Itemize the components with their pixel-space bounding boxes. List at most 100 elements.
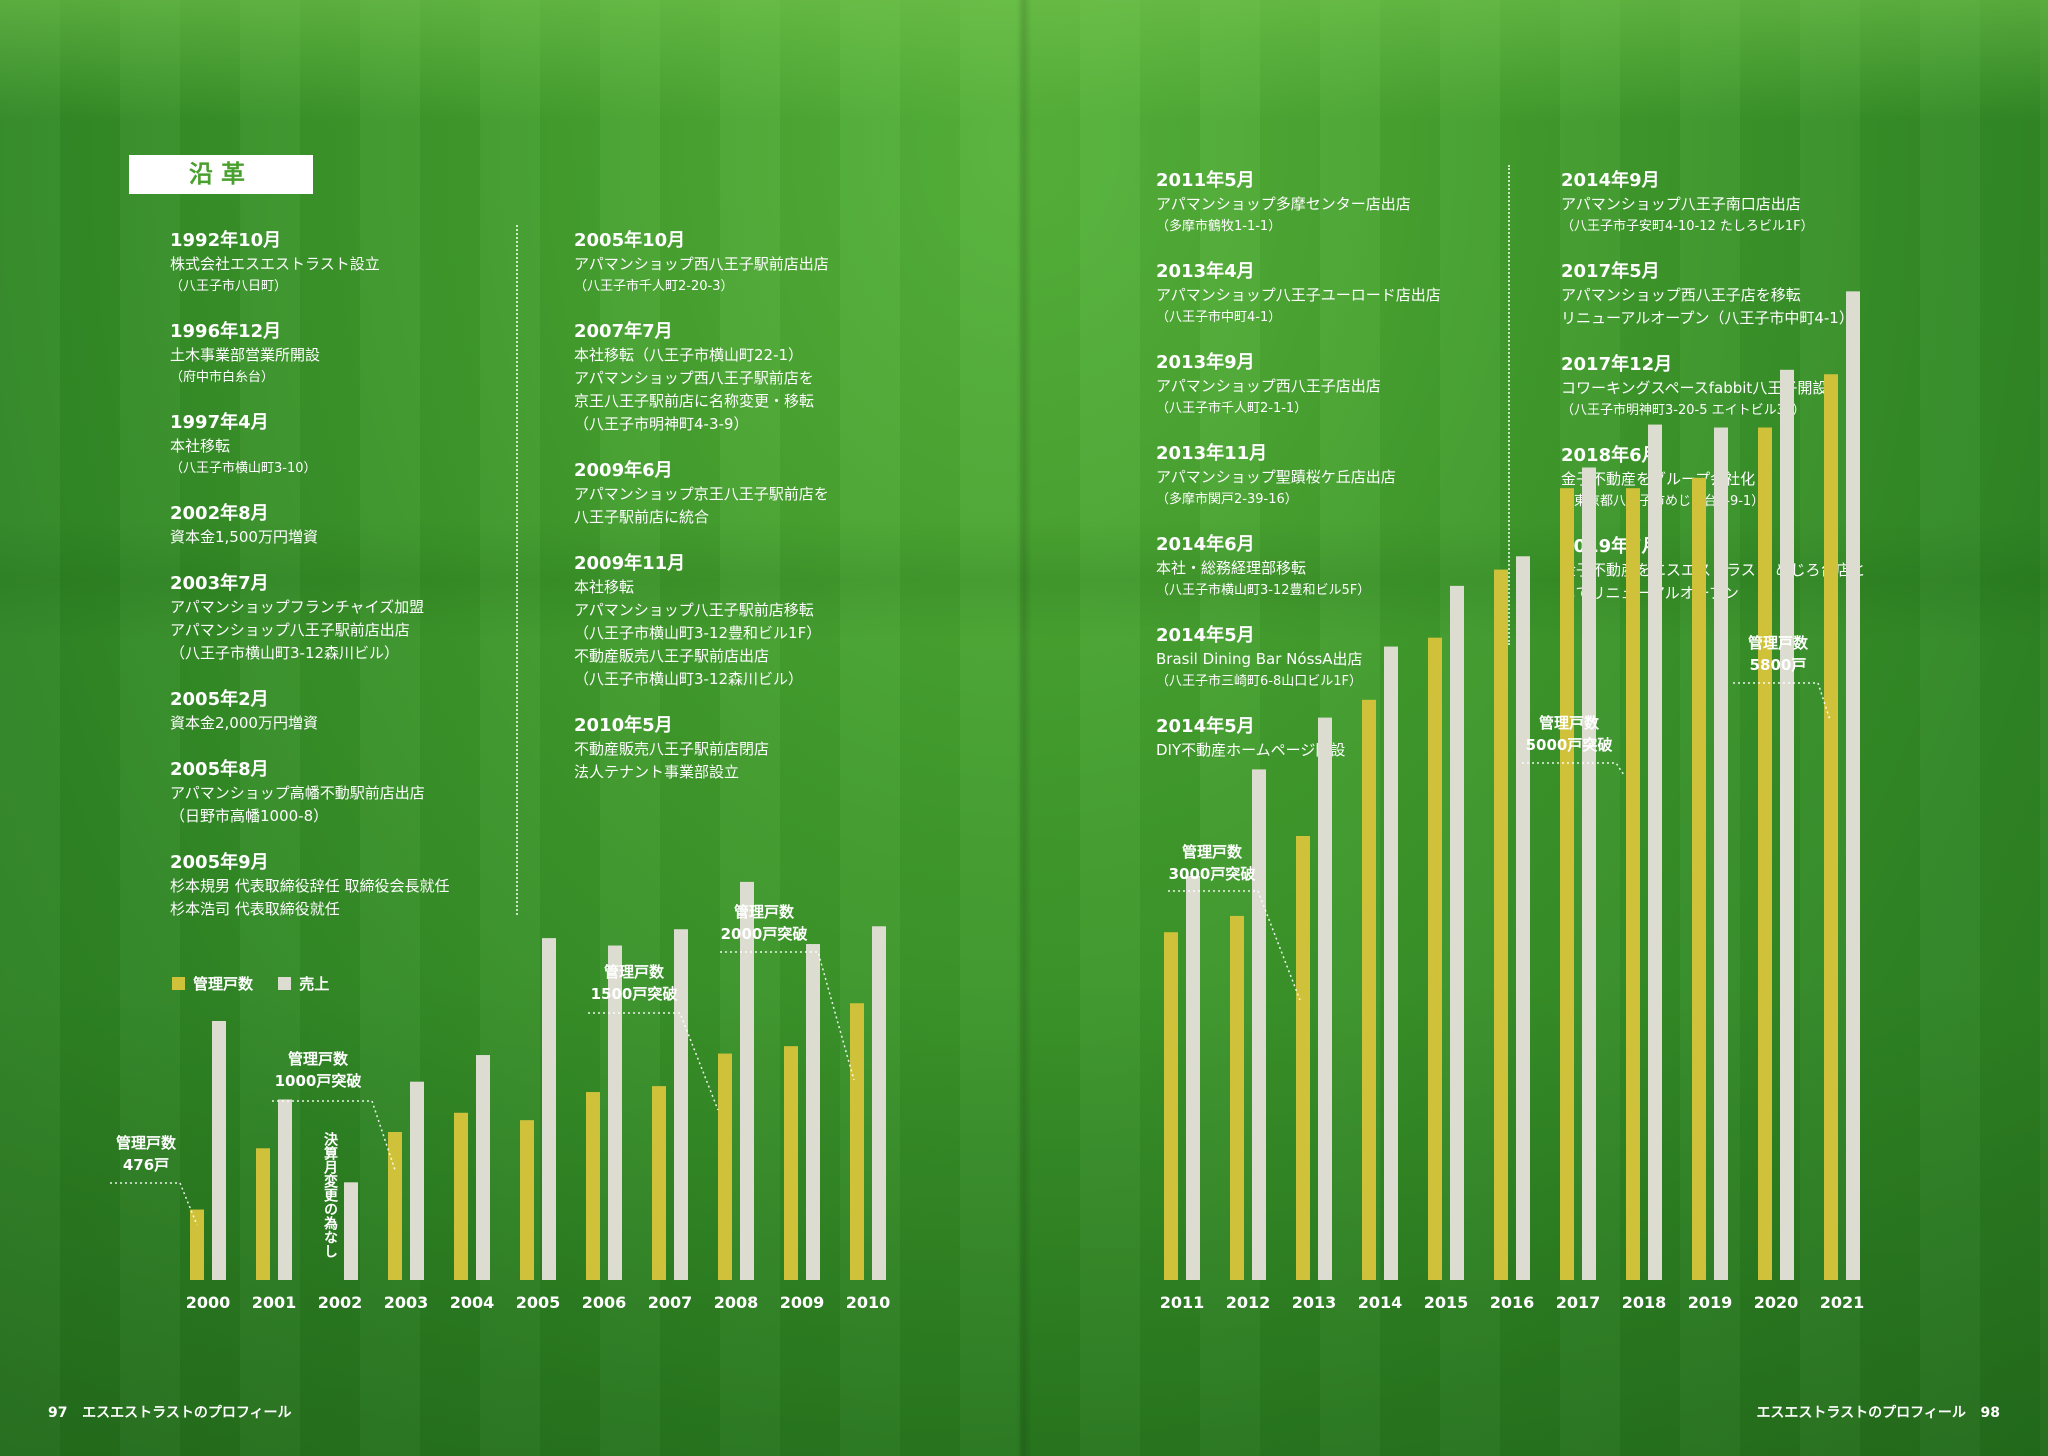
- history-address: （八王子市千人町2-1-1）: [1156, 401, 1308, 416]
- history-entry: 2003年7月 アパマンショップフランチャイズ加盟 アパマンショップ八王子駅前店出店…: [170, 571, 450, 665]
- history-date: 2003年7月: [170, 573, 269, 594]
- history-text: アパマンショップ八王子駅前店移転: [574, 601, 814, 619]
- year-label-2004: 2004: [450, 1293, 495, 1312]
- history-entry: 1997年4月 本社移転 （八王子市横山町3-10）: [170, 410, 450, 479]
- history-date: 1997年4月: [170, 412, 269, 433]
- bar-units-2007: [652, 1086, 666, 1280]
- year-label-2000: 2000: [186, 1293, 231, 1312]
- history-date: 2007年7月: [574, 321, 673, 342]
- annotation-text: 1500戸突破: [591, 985, 678, 1003]
- history-entry: 2013年4月 アパマンショップ八王子ユーロード店出店 （八王子市中町4-1）: [1156, 259, 1441, 328]
- history-date: 2014年9月: [1561, 170, 1660, 191]
- history-entry: 2014年9月 アパマンショップ八王子南口店出店 （八王子市子安町4-10-12 た…: [1561, 168, 1865, 237]
- history-address: （八王子市横山町3-10）: [170, 461, 317, 476]
- annotation-text: 1000戸突破: [275, 1072, 362, 1090]
- history-entry: 1996年12月 土木事業部営業所開設 （府中市白糸台）: [170, 319, 450, 388]
- history-text: 不動産販売八王子駅前店閉店: [574, 740, 770, 758]
- history-text: アパマンショップ高幡不動駅前店出店: [170, 784, 425, 802]
- year-label-2009: 2009: [780, 1293, 825, 1312]
- legend-swatch-sales: [278, 977, 292, 990]
- year-label-2021: 2021: [1820, 1293, 1865, 1312]
- bar-units-2004: [454, 1112, 468, 1280]
- bar-sales-2001: [278, 1099, 292, 1280]
- history-text: 本社・総務経理部移転: [1156, 559, 1307, 577]
- history-text: リニューアルオープン（八王子市中町4-1）: [1561, 309, 1854, 327]
- bar-sales-2013: [1318, 717, 1332, 1280]
- history-text: 本社移転: [574, 578, 635, 596]
- history-text: アパマンショップ聖蹟桜ケ丘店出店: [1156, 468, 1396, 486]
- annotation-text: 476戸: [123, 1156, 169, 1174]
- history-date: 2013年9月: [1156, 352, 1255, 373]
- year-label-2007: 2007: [648, 1293, 693, 1312]
- history-address: （八王子市三崎町6-8山口ビル1F）: [1156, 674, 1362, 689]
- history-date: 2014年5月: [1156, 625, 1255, 646]
- grass-mid-band: [0, 520, 2048, 640]
- history-column-2: 2005年10月 アパマンショップ西八王子駅前店出店 （八王子市千人町2-20-3）…: [574, 228, 829, 806]
- history-date: 2013年4月: [1156, 261, 1255, 282]
- bar-units-2005: [520, 1120, 534, 1280]
- history-entry: 2005年8月 アパマンショップ高幡不動駅前店出店 （日野市高幡1000-8）: [170, 757, 450, 828]
- year-label-2020: 2020: [1754, 1293, 1799, 1312]
- history-address: （多摩市鶴牧1-1-1）: [1156, 219, 1282, 234]
- bar-sales-2008: [740, 881, 754, 1280]
- history-text: 京王八王子駅前店に名称変更・移転: [574, 392, 815, 410]
- bar-units-2001: [256, 1148, 270, 1280]
- history-date: 2005年10月: [574, 230, 686, 251]
- annotation-text: 管理戸数: [1182, 843, 1243, 861]
- bar-sales-2019: [1714, 427, 1728, 1280]
- footer-left: 97 エスエストラストのプロフィール: [48, 1402, 292, 1422]
- annotation-leader: [110, 1182, 198, 1226]
- bar-sales-2009: [806, 944, 820, 1280]
- legend-label-units: 管理戸数: [193, 975, 254, 993]
- history-column-3: 2011年5月 アパマンショップ多摩センター店出店 （多摩市鶴牧1-1-1） 2013…: [1156, 168, 1441, 784]
- history-text: 資本金1,500万円増資: [170, 528, 318, 546]
- history-entry: 2009年11月 本社移転 アパマンショップ八王子駅前店移転 （八王子市横山町3-12…: [574, 551, 829, 691]
- history-text: アパマンショップ八王子ユーロード店出店: [1156, 286, 1441, 304]
- page-number-left: 97: [48, 1405, 68, 1421]
- annotation-leader: [1522, 762, 1625, 776]
- history-date: 2009年6月: [574, 460, 673, 481]
- history-entry: 2005年9月 杉本規男 代表取締役辞任 取締役会長就任 杉本浩司 代表取締役就任: [170, 850, 450, 921]
- year-label-2018: 2018: [1622, 1293, 1667, 1312]
- history-date: 2011年5月: [1156, 170, 1255, 191]
- bar-units-2019: [1692, 477, 1706, 1281]
- bar-sales-2011: [1186, 875, 1200, 1280]
- history-date: 1992年10月: [170, 230, 282, 251]
- annotation-text: 管理戸数: [116, 1134, 177, 1152]
- year-label-2001: 2001: [252, 1293, 297, 1312]
- history-text: アパマンショップフランチャイズ加盟: [170, 598, 425, 616]
- bar-units-2021: [1824, 374, 1838, 1280]
- page-number-right: 98: [1980, 1405, 2000, 1421]
- history-address: （八王子市八日町）: [170, 279, 288, 294]
- year-label-2005: 2005: [516, 1293, 561, 1312]
- history-date: 2002年8月: [170, 503, 269, 524]
- history-date: 2005年2月: [170, 689, 269, 710]
- history-text: アパマンショップ八王子南口店出店: [1561, 195, 1801, 213]
- bar-sales-2017: [1582, 467, 1596, 1281]
- annotation-text: 5000戸突破: [1526, 736, 1613, 754]
- bar-sales-2004: [476, 1055, 490, 1280]
- annotation-text: 5800戸: [1750, 656, 1807, 674]
- bar-sales-2002: [344, 1182, 358, 1280]
- year-label-2012: 2012: [1226, 1293, 1271, 1312]
- history-entry: 2013年9月 アパマンショップ西八王子店出店 （八王子市千人町2-1-1）: [1156, 350, 1441, 419]
- bar-units-2010: [850, 1003, 864, 1280]
- history-entry: 2005年2月 資本金2,000万円増資: [170, 687, 450, 735]
- history-text: アパマンショップ西八王子駅前店出店: [574, 255, 829, 273]
- history-entry: 2017年5月 アパマンショップ西八王子店を移転 リニューアルオープン（八王子市中町…: [1561, 259, 1865, 330]
- history-date: 2010年5月: [574, 715, 673, 736]
- history-entry: 2014年5月 Brasil Dining Bar NóssA出店 （八王子市三崎町…: [1156, 623, 1441, 692]
- section-title: 沿革: [189, 160, 253, 188]
- history-text: DIY不動産ホームページ開設: [1156, 741, 1346, 759]
- annotation-leader: [720, 951, 855, 1081]
- history-date: 2005年9月: [170, 852, 269, 873]
- history-text: （日野市高幡1000-8）: [170, 807, 329, 825]
- history-text: 株式会社エスエストラスト設立: [170, 255, 380, 273]
- annotation-leader: [272, 1100, 396, 1171]
- history-text: 土木事業部営業所開設: [170, 346, 321, 364]
- history-column-1: 1992年10月株式会社エスエストラスト設立 （八王子市八日町） 1996年12月土…: [170, 228, 450, 943]
- annotation-leader: [588, 1012, 719, 1111]
- bar-units-2008: [718, 1053, 732, 1280]
- history-address: （東京都八王子市めじろ台1-9-1）: [1561, 494, 1765, 509]
